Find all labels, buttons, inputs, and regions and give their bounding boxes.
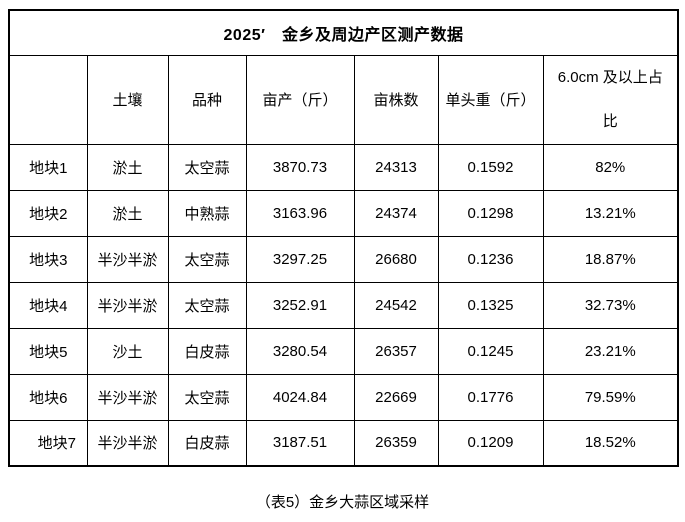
ratio-cell: 32.73% <box>542 281 679 329</box>
yield-cell: 3163.96 <box>245 189 355 237</box>
yield-cell: 3280.54 <box>245 327 355 375</box>
yield-cell: 4024.84 <box>245 373 355 421</box>
head-weight-cell: 0.1325 <box>437 281 544 329</box>
head-weight-cell: 0.1592 <box>437 143 544 191</box>
table-title: 2025′ 金乡及周边产区测产数据 <box>8 9 679 56</box>
column-header-6cm-ratio-text: 6.0cm 及以上占比 <box>557 68 663 130</box>
yield-data-table: 2025′ 金乡及周边产区测产数据 土壤 品种 亩产（斤） 亩株数 单头重（斤）… <box>8 9 679 467</box>
soil-cell: 半沙半淤 <box>86 373 169 421</box>
column-header-soil: 土壤 <box>86 54 169 145</box>
plants-cell: 26359 <box>353 419 439 467</box>
plants-cell: 26680 <box>353 235 439 283</box>
variety-cell: 太空蒜 <box>167 143 247 191</box>
ratio-cell: 82% <box>542 143 679 191</box>
plants-cell: 22669 <box>353 373 439 421</box>
table-row-plot2: 地块2 淤土 中熟蒜 3163.96 24374 0.1298 13.21% <box>8 189 679 237</box>
yield-cell: 3870.73 <box>245 143 355 191</box>
table-row-plot7: 地块7 半沙半淤 白皮蒜 3187.51 26359 0.1209 18.52% <box>8 419 679 467</box>
variety-cell: 白皮蒜 <box>167 327 247 375</box>
table-row-plot5: 地块5 沙土 白皮蒜 3280.54 26357 0.1245 23.21% <box>8 327 679 375</box>
table-row-plot1: 地块1 淤土 太空蒜 3870.73 24313 0.1592 82% <box>8 143 679 191</box>
row-label: 地块1 <box>8 143 88 191</box>
row-label: 地块3 <box>8 235 88 283</box>
soil-cell: 淤土 <box>86 189 169 237</box>
head-weight-cell: 0.1209 <box>437 419 544 467</box>
table-row-plot3: 地块3 半沙半淤 太空蒜 3297.25 26680 0.1236 18.87% <box>8 235 679 283</box>
plants-cell: 24313 <box>353 143 439 191</box>
row-label: 地块4 <box>8 281 88 329</box>
plants-cell: 24542 <box>353 281 439 329</box>
head-weight-cell: 0.1776 <box>437 373 544 421</box>
row-label: 地块6 <box>8 373 88 421</box>
table-row-plot4: 地块4 半沙半淤 太空蒜 3252.91 24542 0.1325 32.73% <box>8 281 679 329</box>
column-header-blank <box>8 54 88 145</box>
head-weight-cell: 0.1298 <box>437 189 544 237</box>
column-header-weight-per-head: 单头重（斤） <box>437 54 544 145</box>
ratio-cell: 18.52% <box>542 419 679 467</box>
plants-cell: 26357 <box>353 327 439 375</box>
ratio-cell: 13.21% <box>542 189 679 237</box>
table-title-row: 2025′ 金乡及周边产区测产数据 <box>8 9 679 56</box>
column-header-yield-per-mu: 亩产（斤） <box>245 54 355 145</box>
soil-cell: 半沙半淤 <box>86 235 169 283</box>
yield-cell: 3297.25 <box>245 235 355 283</box>
column-header-variety: 品种 <box>167 54 247 145</box>
column-header-6cm-ratio: 6.0cm 及以上占比 <box>542 54 679 145</box>
variety-cell: 白皮蒜 <box>167 419 247 467</box>
ratio-cell: 23.21% <box>542 327 679 375</box>
plants-cell: 24374 <box>353 189 439 237</box>
yield-cell: 3187.51 <box>245 419 355 467</box>
head-weight-cell: 0.1245 <box>437 327 544 375</box>
head-weight-cell: 0.1236 <box>437 235 544 283</box>
variety-cell: 太空蒜 <box>167 281 247 329</box>
ratio-cell: 18.87% <box>542 235 679 283</box>
row-label: 地块7 <box>8 419 88 467</box>
soil-cell: 沙土 <box>86 327 169 375</box>
soil-cell: 半沙半淤 <box>86 419 169 467</box>
column-header-plants-per-mu: 亩株数 <box>353 54 439 145</box>
variety-cell: 中熟蒜 <box>167 189 247 237</box>
table-row-plot6: 地块6 半沙半淤 太空蒜 4024.84 22669 0.1776 79.59% <box>8 373 679 421</box>
row-label: 地块2 <box>8 189 88 237</box>
variety-cell: 太空蒜 <box>167 235 247 283</box>
table-header-row: 土壤 品种 亩产（斤） 亩株数 单头重（斤） 6.0cm 及以上占比 <box>8 54 679 145</box>
ratio-cell: 79.59% <box>542 373 679 421</box>
yield-cell: 3252.91 <box>245 281 355 329</box>
row-label: 地块5 <box>8 327 88 375</box>
variety-cell: 太空蒜 <box>167 373 247 421</box>
table-caption: （表5）金乡大蒜区域采样 <box>255 494 430 511</box>
soil-cell: 淤土 <box>86 143 169 191</box>
soil-cell: 半沙半淤 <box>86 281 169 329</box>
